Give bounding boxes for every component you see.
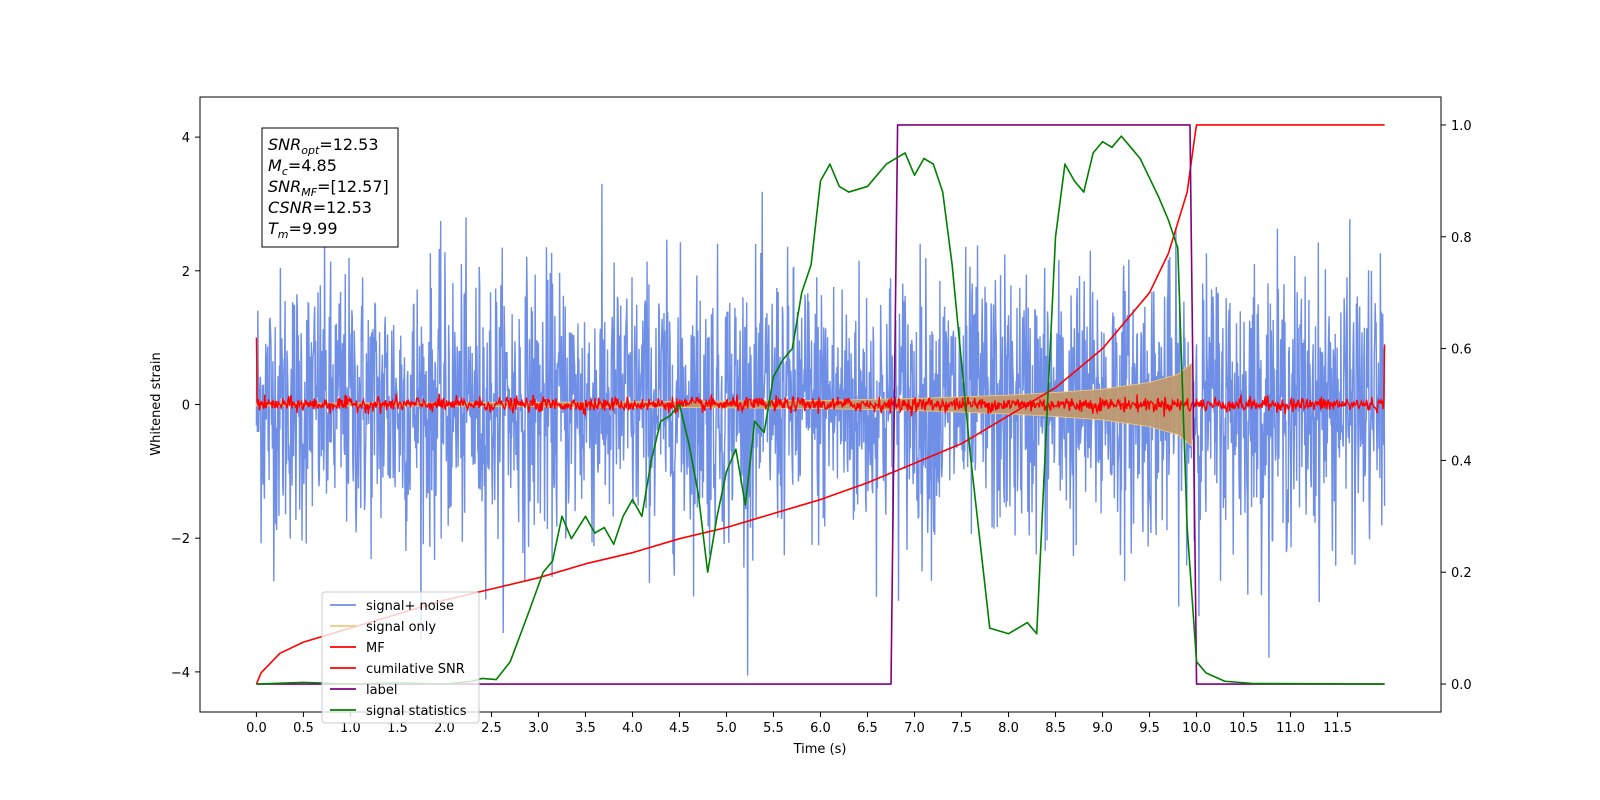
x-tick-label: 11.0 (1276, 721, 1305, 736)
y-right-tick-label: 0.2 (1451, 566, 1472, 581)
legend-label: cumilative SNR (366, 662, 465, 677)
x-tick-label: 11.5 (1323, 721, 1352, 736)
legend-label: signal statistics (366, 704, 467, 719)
y-axis-right: 0.0 0.2 0.4 0.6 0.8 1.0 (1441, 119, 1472, 693)
x-tick-label: 5.0 (716, 721, 737, 736)
annotation-line: CSNR=12.53 (268, 198, 372, 217)
x-tick-label: 0.0 (246, 721, 267, 736)
stats-annotation-box: SNRopt=12.53Mc=4.85SNRMF=[12.57]CSNR=12.… (261, 127, 399, 248)
y-left-tick-label: 0 (182, 399, 190, 414)
x-tick-label: 10.0 (1182, 721, 1211, 736)
series-signal-statistics (256, 135, 1385, 685)
x-tick-label: 8.0 (998, 721, 1019, 736)
series-mf (255, 337, 1386, 417)
x-tick-label: 4.5 (669, 721, 690, 736)
y-right-tick-label: 0.8 (1451, 231, 1472, 246)
y-axis-left: −4 −2 0 2 4 (171, 131, 200, 681)
x-tick-label: 0.5 (293, 721, 314, 736)
legend-label: signal+ noise (366, 599, 454, 614)
x-tick-label: 2.0 (434, 721, 455, 736)
annotation-line: SNRMF=[12.57] (268, 177, 389, 199)
y-axis-title: Whitened strain (149, 352, 164, 455)
y-right-tick-label: 0.0 (1451, 678, 1472, 693)
x-axis: 0.0 0.5 1.0 1.5 2.0 2.5 3.0 3.5 4.0 4.5 5.0 5.5 6.0 6… (246, 712, 1352, 736)
x-tick-label: 8.5 (1045, 721, 1066, 736)
x-tick-label: 6.0 (810, 721, 831, 736)
y-right-tick-label: 0.4 (1451, 454, 1472, 469)
x-tick-label: 9.5 (1139, 721, 1160, 736)
legend-label: label (366, 683, 397, 698)
series-label (256, 124, 1385, 685)
x-tick-label: 3.5 (575, 721, 596, 736)
x-tick-label: 2.5 (481, 721, 502, 736)
legend-frame (321, 591, 480, 724)
y-right-tick-label: 1.0 (1451, 119, 1472, 134)
y-left-tick-label: −4 (171, 666, 190, 681)
legend-label: signal only (366, 620, 436, 635)
y-left-tick-label: 4 (182, 131, 190, 146)
x-tick-label: 7.5 (951, 721, 972, 736)
annotation-line: Mc=4.85 (268, 156, 337, 178)
x-axis-title: Time (s) (793, 742, 847, 757)
x-tick-label: 5.5 (763, 721, 784, 736)
x-tick-label: 3.0 (528, 721, 549, 736)
y-left-tick-label: −2 (171, 532, 190, 547)
y-left-tick-label: 2 (182, 265, 190, 280)
annotation-line: SNRopt=12.53 (268, 135, 379, 157)
x-tick-label: 4.0 (622, 721, 643, 736)
x-tick-label: 7.0 (904, 721, 925, 736)
x-tick-label: 9.0 (1092, 721, 1113, 736)
x-tick-label: 10.5 (1229, 721, 1258, 736)
legend-label: MF (366, 641, 385, 656)
annotation-line: Tm=9.99 (268, 219, 338, 241)
x-tick-label: 1.5 (387, 721, 408, 736)
annotation-frame (261, 127, 399, 248)
x-tick-label: 1.0 (340, 721, 361, 736)
y-right-tick-label: 0.6 (1451, 343, 1472, 358)
x-tick-label: 6.5 (857, 721, 878, 736)
legend: signal+ noise signal only MF cumilative SNR… (321, 591, 480, 724)
